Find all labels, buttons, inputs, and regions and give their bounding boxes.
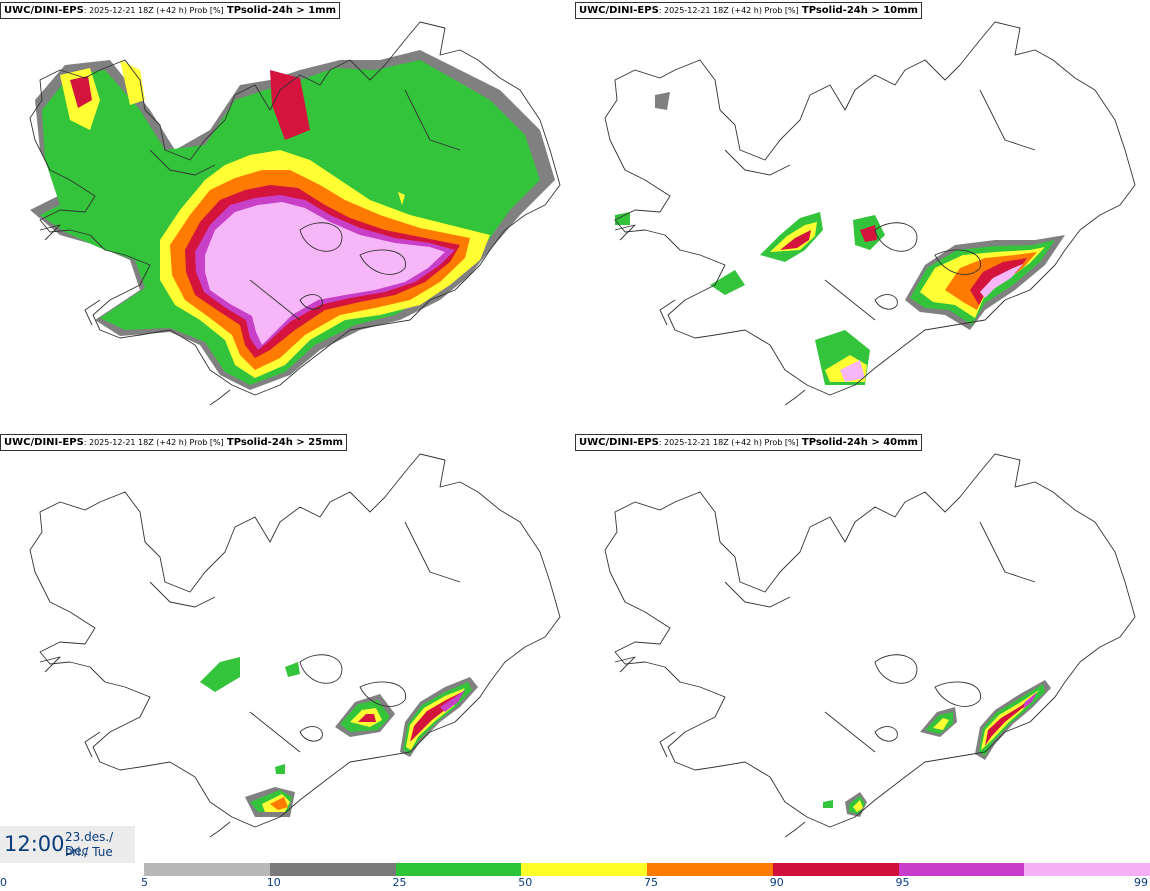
panel-run: : 2025-12-21 18Z (+42 h) Prob [%] xyxy=(658,438,799,447)
map-panel-10mm: UWC/DINI-EPS: 2025-12-21 18Z (+42 h) Pro… xyxy=(575,0,1150,430)
colorbar-segment xyxy=(898,863,1025,876)
colorbar-tick-label: 90 xyxy=(769,876,784,889)
colorbar-tick-label: 10 xyxy=(266,876,281,889)
colorbar-segment xyxy=(144,863,270,876)
panel-field: TPsolid-24h > 40mm xyxy=(801,437,918,448)
panel-run: : 2025-12-21 18Z (+42 h) Prob [%] xyxy=(83,438,224,447)
valid-date: 23.des./ Dec xyxy=(65,830,114,858)
colorbar-tick-label: 95 xyxy=(895,876,910,889)
panel-title: UWC/DINI-EPS: 2025-12-21 18Z (+42 h) Pro… xyxy=(0,434,347,451)
map-canvas xyxy=(29,453,561,838)
colorbar-tick-label: 75 xyxy=(644,876,658,889)
colorbar-tick-label: 99 xyxy=(1134,876,1148,889)
probability-shading xyxy=(823,680,1051,817)
panel-field: TPsolid-24h > 25mm xyxy=(226,437,343,448)
map-canvas xyxy=(29,21,561,406)
probability-shading xyxy=(30,50,555,390)
colorbar-segment xyxy=(395,863,522,876)
panel-field: TPsolid-24h > 10mm xyxy=(801,5,918,16)
panel-field: TPsolid-24h > 1mm xyxy=(226,5,337,16)
colorbar-segment xyxy=(269,863,396,876)
valid-time-box: 12:00 23.des./ Dec Þri./ Tue xyxy=(0,826,135,863)
map-panel-40mm: UWC/DINI-EPS: 2025-12-21 18Z (+42 h) Pro… xyxy=(575,432,1150,862)
map-panel-1mm: UWC/DINI-EPS: 2025-12-21 18Z (+42 h) Pro… xyxy=(0,0,575,430)
probability-shading xyxy=(615,92,1065,385)
panel-source: UWC/DINI-EPS xyxy=(579,437,659,448)
panel-source: UWC/DINI-EPS xyxy=(579,5,659,16)
colorbar-tick-label: 5 xyxy=(141,876,148,889)
probability-colorbar xyxy=(144,863,1150,876)
colorbar-segment xyxy=(647,863,773,876)
valid-time: 12:00 xyxy=(4,832,65,856)
map-canvas xyxy=(604,21,1136,406)
colorbar-tick-label: 50 xyxy=(518,876,533,889)
map-panel-25mm: UWC/DINI-EPS: 2025-12-21 18Z (+42 h) Pro… xyxy=(0,432,575,862)
panel-title: UWC/DINI-EPS: 2025-12-21 18Z (+42 h) Pro… xyxy=(575,434,922,451)
valid-weekday: Þri./ Tue xyxy=(65,845,113,859)
panel-run: : 2025-12-21 18Z (+42 h) Prob [%] xyxy=(658,6,799,15)
panel-title: UWC/DINI-EPS: 2025-12-21 18Z (+42 h) Pro… xyxy=(0,2,341,19)
colorbar-segment xyxy=(772,863,899,876)
colorbar-tick-label: 25 xyxy=(392,876,407,889)
panel-run: : 2025-12-21 18Z (+42 h) Prob [%] xyxy=(83,6,224,15)
colorbar-segment xyxy=(521,863,647,876)
map-canvas xyxy=(604,453,1136,838)
colorbar-segment xyxy=(1024,863,1150,876)
panel-source: UWC/DINI-EPS xyxy=(4,437,84,448)
colorbar-tick-label: 0 xyxy=(0,876,7,889)
panel-source: UWC/DINI-EPS xyxy=(4,5,84,16)
probability-shading xyxy=(200,657,478,817)
panel-title: UWC/DINI-EPS: 2025-12-21 18Z (+42 h) Pro… xyxy=(575,2,922,19)
